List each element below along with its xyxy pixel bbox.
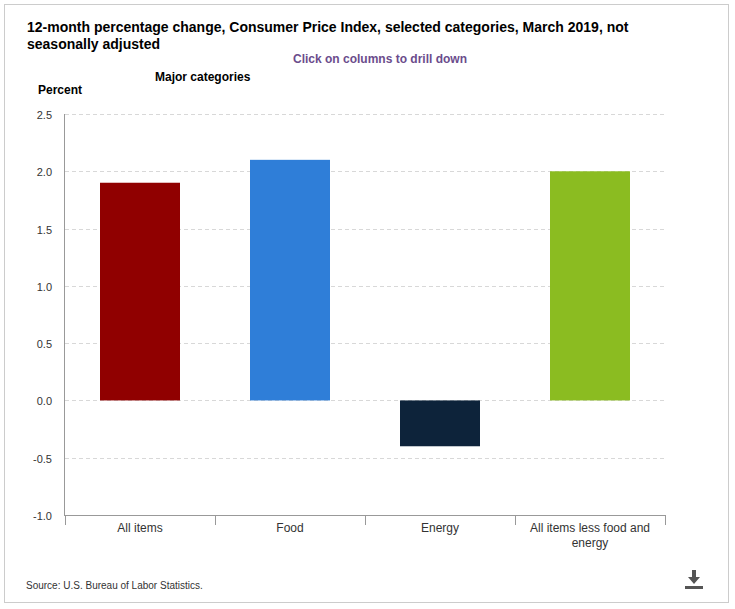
annotation: Click on columns to drill down (230, 52, 530, 66)
y-tick-label: 2.0 (37, 166, 52, 178)
x-tick (515, 515, 516, 525)
y-axis-label: Percent (38, 83, 82, 97)
y-tick-label: -0.5 (33, 453, 52, 465)
y-tick-label: 1.5 (37, 224, 52, 236)
bar[interactable] (100, 183, 180, 401)
chart-svg: -1.0 -0.5 0.0 0.5 1.0 1.5 2.0 2.5 (0, 0, 735, 609)
icon-tray (685, 586, 703, 589)
x-tick-label: Food (218, 521, 362, 536)
bar[interactable] (550, 171, 630, 400)
x-tick-label: All items less food and energy (518, 521, 662, 551)
frame (5, 5, 729, 603)
y-tick-label: 2.5 (37, 109, 52, 121)
chart-root: -1.0 -0.5 0.0 0.5 1.0 1.5 2.0 2.5 All items Food E… (0, 0, 735, 609)
x-tick (65, 515, 66, 525)
bar[interactable] (250, 160, 330, 401)
bar[interactable] (400, 400, 480, 446)
download-icon[interactable] (685, 570, 703, 589)
subtitle: Major categories (155, 70, 250, 84)
x-tick (365, 515, 366, 525)
x-tick (215, 515, 216, 525)
grid-line (65, 458, 665, 459)
y-axis-line (64, 114, 65, 515)
y-tick-label: -1.0 (33, 510, 52, 522)
bars (100, 160, 630, 446)
x-tick (665, 515, 666, 525)
icon-arrow (688, 570, 700, 584)
x-tick-label: All items (68, 521, 212, 536)
grid-line (65, 114, 665, 115)
y-tick-label: 0.0 (37, 395, 52, 407)
y-tick-label: 0.5 (37, 338, 52, 350)
y-tick-label: 1.0 (37, 281, 52, 293)
x-axis-line (64, 515, 665, 516)
title: 12-month percentage change, Consumer Pri… (27, 19, 645, 53)
x-tick-label: Energy (368, 521, 512, 536)
source: Source: U.S. Bureau of Labor Statistics. (26, 580, 203, 591)
